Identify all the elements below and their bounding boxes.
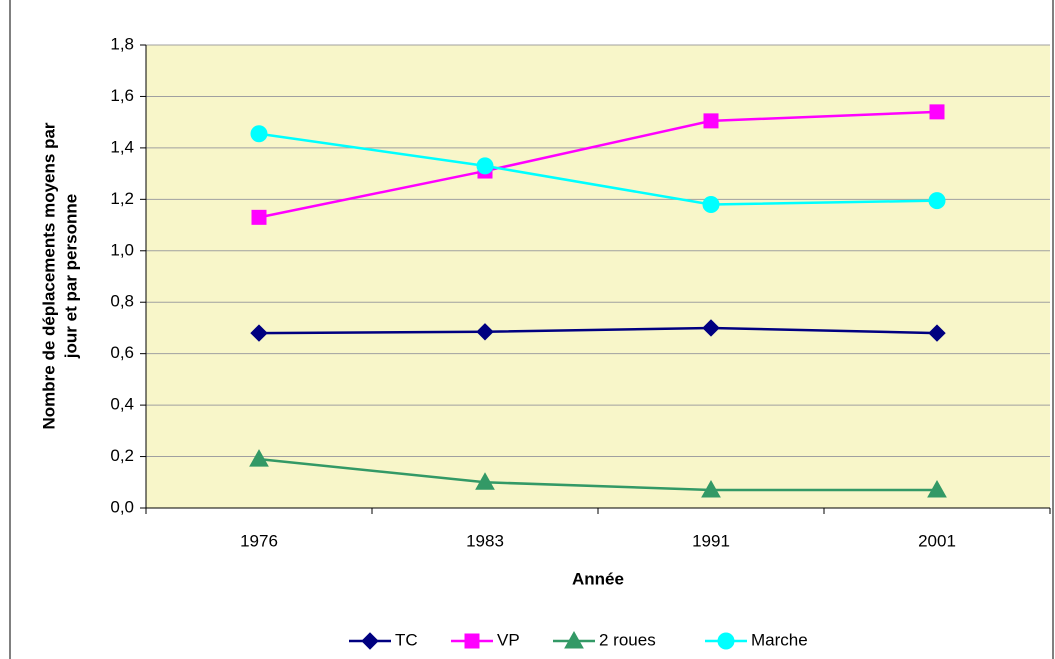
legend: TC VP 2 roues Marche <box>349 630 808 650</box>
legend-label: VP <box>497 630 520 649</box>
y-tick-label: 1,0 <box>110 240 134 259</box>
y-axis-title: Nombre de déplacements moyens par jour e… <box>39 122 80 429</box>
marker <box>702 195 720 213</box>
plot-area <box>146 45 1050 508</box>
legend-label: 2 roues <box>599 630 656 649</box>
series-line <box>258 132 938 206</box>
marker <box>702 319 720 337</box>
legend-item: Marche <box>705 630 808 650</box>
y-tick-label: 0,2 <box>110 446 134 465</box>
marker <box>717 632 735 650</box>
y-tick-label: 1,6 <box>110 86 134 105</box>
y-tick-label: 1,8 <box>110 34 134 53</box>
series-line <box>258 457 937 492</box>
legend-item: VP <box>451 630 520 649</box>
y-tick-label: 0,0 <box>110 497 134 516</box>
marker <box>250 125 268 143</box>
x-tick-label: 1983 <box>466 531 504 550</box>
marker <box>249 449 269 467</box>
y-tick-label: 0,4 <box>110 395 134 414</box>
marker <box>475 472 495 490</box>
marker <box>250 324 268 342</box>
y-axis-title-line: Nombre de déplacements moyens par <box>39 122 58 429</box>
marker <box>564 630 584 649</box>
legend-item: TC <box>349 630 418 650</box>
x-tick-label: 1976 <box>240 531 278 550</box>
y-tick-label: 1,4 <box>110 137 134 156</box>
marker <box>928 324 946 342</box>
x-axis-title: Année <box>572 569 624 588</box>
marker <box>929 104 945 120</box>
marker <box>701 479 721 498</box>
marker <box>928 192 946 210</box>
series-line <box>258 110 938 219</box>
y-tick-label: 1,2 <box>110 189 134 208</box>
x-tick-label: 1991 <box>692 531 730 550</box>
series-line <box>258 326 938 335</box>
marker <box>361 632 379 650</box>
marker <box>476 157 494 175</box>
marker <box>464 633 480 649</box>
marker <box>476 323 494 341</box>
y-tick-label: 0,8 <box>110 292 134 311</box>
marker <box>927 479 947 498</box>
legend-label: Marche <box>751 630 808 649</box>
x-tick-label: 2001 <box>918 531 956 550</box>
y-axis-title-line: jour et par personne <box>61 194 80 359</box>
y-tick-label: 0,6 <box>110 343 134 362</box>
legend-item: 2 roues <box>553 630 656 649</box>
marker <box>703 113 719 129</box>
legend-label: TC <box>395 630 418 649</box>
marker <box>251 209 267 225</box>
